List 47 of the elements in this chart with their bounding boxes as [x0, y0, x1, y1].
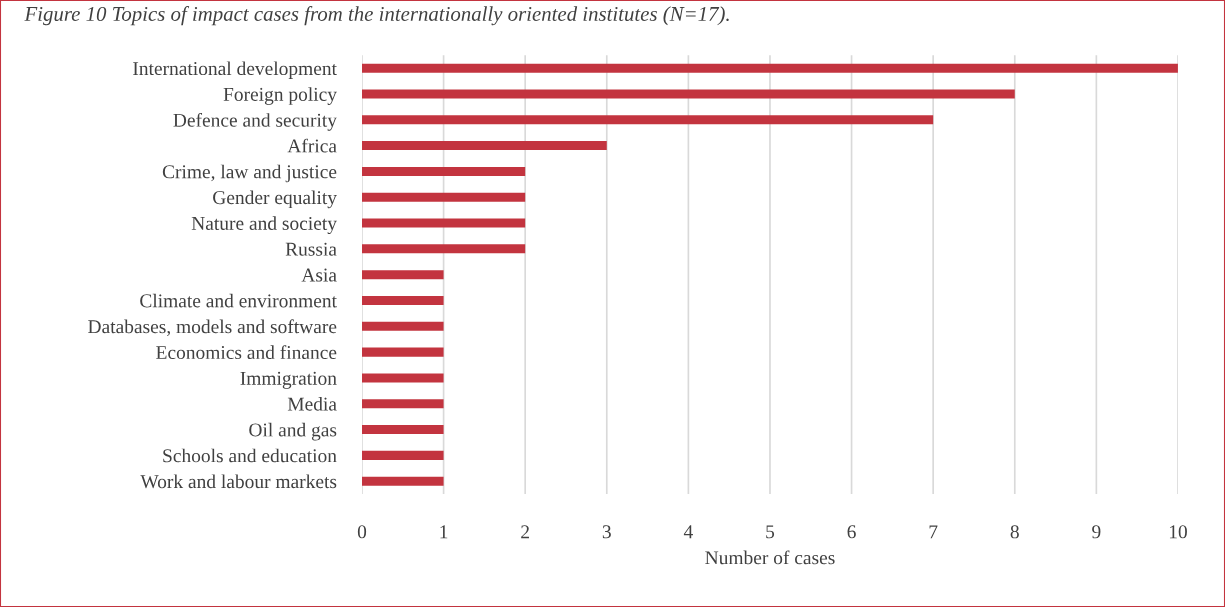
x-axis-title: Number of cases [705, 550, 835, 565]
y-tick-label: Defence and security [173, 112, 337, 131]
x-tick-label: 9 [1092, 525, 1101, 539]
y-tick-label: Gender equality [213, 190, 337, 209]
x-tick-label: 0 [357, 525, 367, 539]
y-tick-label: Work and labour markets [140, 474, 337, 489]
y-tick-label: Asia [301, 268, 337, 282]
x-tick-label: 10 [1169, 525, 1187, 539]
x-tick-label: 7 [929, 525, 938, 539]
y-tick-label: International development [133, 61, 337, 80]
x-tick-label: 5 [766, 525, 775, 539]
y-tick-label: Economics and finance [156, 345, 337, 360]
x-tick-label: 6 [847, 525, 856, 539]
y-tick-label: Africa [287, 138, 337, 153]
bar [361, 399, 444, 409]
bar [361, 321, 444, 331]
x-tick-label: 3 [602, 525, 611, 539]
bar [361, 425, 444, 435]
y-tick-label: Databases, models and software [88, 319, 337, 337]
bar [361, 63, 1178, 73]
bar [361, 192, 526, 202]
x-tick-label: 1 [440, 525, 448, 539]
bar [361, 218, 526, 228]
bar [361, 270, 444, 280]
x-tick-label: 8 [1010, 525, 1019, 539]
x-tick-label: 2 [521, 525, 529, 539]
bar [361, 295, 444, 305]
y-tick-label: Schools and education [163, 448, 337, 463]
bar [361, 450, 444, 460]
y-tick-label: Media [287, 397, 337, 411]
bar [361, 115, 934, 125]
bar [361, 373, 444, 383]
bar [361, 244, 526, 254]
y-tick-label: Crime, law and justice [162, 164, 337, 183]
y-tick-label: Immigration [240, 371, 337, 389]
bar [361, 166, 526, 176]
y-tick-label: Climate and environment [140, 293, 337, 308]
y-tick-label: Nature and society [191, 216, 337, 234]
x-tick-label: 4 [683, 525, 693, 539]
y-tick-label: Russia [285, 242, 337, 256]
bar [361, 141, 607, 151]
y-tick-label: Foreign policy [223, 87, 337, 105]
y-tick-label: Oil and gas [249, 422, 337, 441]
chart-title: Figure 10 Topics of impact cases from the internationally oriented institutes (N=17). [24, 6, 729, 26]
bar [361, 347, 444, 357]
bar [361, 89, 1015, 99]
bar [361, 476, 444, 486]
